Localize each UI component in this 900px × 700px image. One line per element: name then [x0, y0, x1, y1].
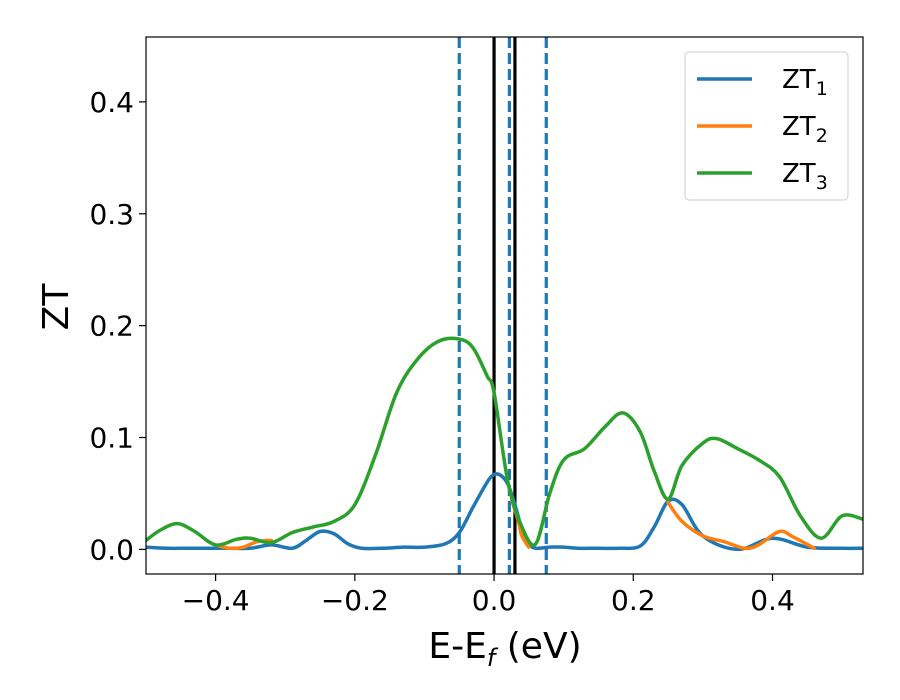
- x-tick-label: 0.0: [472, 584, 517, 617]
- y-tick-label: 0.3: [89, 198, 134, 231]
- x-tick-label: −0.4: [182, 584, 250, 617]
- x-tick-label: 0.2: [611, 584, 656, 617]
- legend-box: [684, 51, 849, 201]
- legend-label-zt2: ZT2: [782, 112, 828, 147]
- vertical-reference-lines: [457, 37, 548, 574]
- x-tick-label: 0.4: [750, 584, 795, 617]
- plot-frame: [145, 36, 864, 575]
- y-tick-label: 0.1: [89, 422, 134, 455]
- legend-label-zt3: ZT3: [782, 159, 828, 194]
- plot-area: [145, 36, 864, 575]
- y-tick-label: 0.2: [89, 310, 134, 343]
- series-lines: [146, 336, 863, 552]
- x-axis: −0.4 −0.2 0.0 0.2 0.4: [182, 574, 795, 617]
- y-axis-title: ZT: [36, 283, 77, 331]
- y-tick-label: 0.0: [89, 533, 134, 566]
- x-axis-title-unit: (eV): [495, 626, 581, 667]
- series-line-zt2: [666, 500, 817, 551]
- series-line-zt3: [146, 336, 863, 547]
- legend: ZT1 ZT2 ZT3: [684, 51, 849, 201]
- y-tick-label: 0.4: [89, 86, 134, 119]
- series-line-zt1: [146, 472, 863, 552]
- x-axis-title: E-Ef (eV): [428, 626, 581, 672]
- x-tick-label: −0.2: [321, 584, 389, 617]
- y-axis: 0.0 0.1 0.2 0.3 0.4: [89, 86, 146, 566]
- legend-label-zt1: ZT1: [782, 65, 828, 100]
